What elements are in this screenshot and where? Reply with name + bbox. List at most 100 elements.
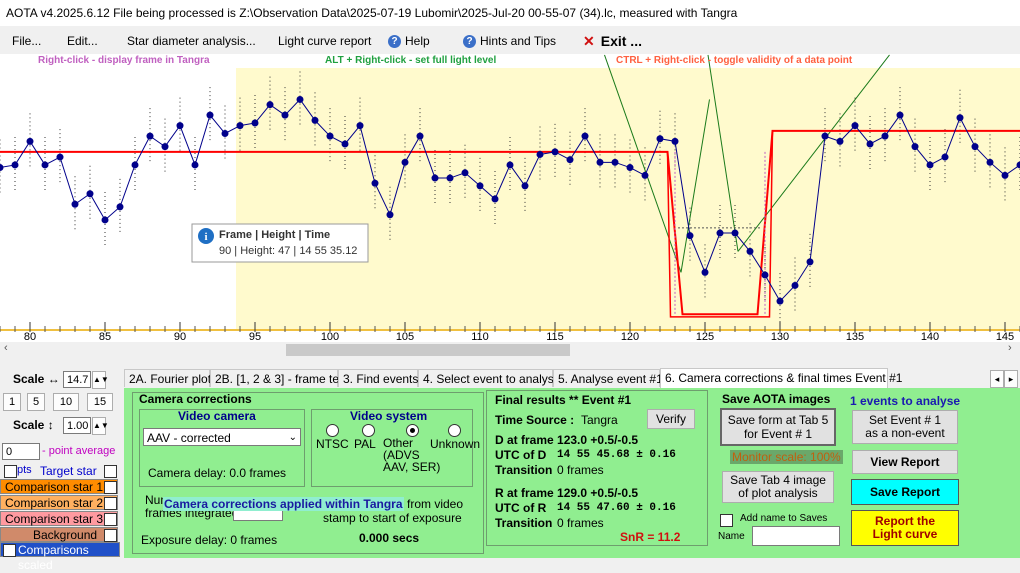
menu-exit[interactable]: ✕Exit ... [583,33,642,50]
target-star-checkbox[interactable] [104,465,117,478]
data-point [957,114,964,121]
verify-button[interactable]: Verify [647,409,695,429]
target-star-label: Target star [40,464,97,478]
report-light-curve-button[interactable]: Report the Light curve [851,510,959,546]
view-report-button[interactable]: View Report [852,450,958,474]
comparison-star-1-checkbox[interactable] [104,481,117,494]
tooltip-body: 90 | Height: 47 | 14 55 35.12 [219,245,357,257]
camera-select[interactable]: AAV - corrected ⌄ [143,428,301,446]
time-source-label: Time Source : [495,413,574,427]
data-point [477,182,484,189]
menu-star-diameter[interactable]: Star diameter analysis... [127,34,256,48]
x-tick-label: 80 [24,331,36,342]
tab-camera-corrections[interactable]: 6. Camera corrections & final times Even… [660,368,888,388]
scale-v-input[interactable]: 1.00 [63,417,91,434]
scale-h-spinner[interactable]: ▲▼ [92,371,106,389]
menu-bar: File... Edit... Star diameter analysis..… [0,30,1020,54]
scale-h-input[interactable]: 14.7 [63,371,91,388]
data-point [732,230,739,237]
data-point [702,269,709,276]
data-point [297,96,304,103]
info-icon-glyph: i [204,231,207,243]
comparison-star-3-checkbox[interactable] [104,513,117,526]
data-point [102,216,109,223]
save-report-button[interactable]: Save Report [851,479,959,505]
data-point [162,143,169,150]
scroll-thumb[interactable] [286,344,570,356]
data-point [852,122,859,129]
menu-hints-label: Hints and Tips [480,34,556,48]
set-non-event-button[interactable]: Set Event # 1 as a non-event [852,410,958,444]
tabs-scroll-left-icon[interactable]: ◂ [990,370,1004,388]
data-point [432,175,439,182]
comparison-star-2-row: Comparison star 2 [0,495,118,510]
add-name-label: Add name to Saves [740,513,827,524]
x-tick-label: 85 [99,331,111,342]
snr-value: SnR = 11.2 [620,530,680,544]
stamp-label: stamp to start of exposure [323,511,462,525]
save-tab4-button[interactable]: Save Tab 4 image of plot analysis [722,471,834,503]
menu-edit[interactable]: Edit... [67,34,98,48]
tab-analyse-event[interactable]: 5. Analyse event #1 [553,369,660,387]
ntsc-label: NTSC [316,437,349,451]
scale-v-label: Scale ↕ [13,418,54,432]
unknown-radio[interactable] [448,424,461,437]
point-average-select[interactable]: 0 [2,443,40,460]
hint-right-click: Right-click - display frame in Tangra [38,55,210,66]
tab-frame-test[interactable]: 2B. [1, 2 & 3] - frame test [210,369,338,387]
save-form-button[interactable]: Save form at Tab 5 for Event # 1 [720,408,836,446]
menu-hints[interactable]: ? Hints and Tips [463,34,556,48]
x-tick-label: 95 [249,331,261,342]
camera-delay-text: Camera delay: 0.0 frames [148,466,286,480]
data-point [327,133,334,140]
menu-help[interactable]: ?Help [388,34,430,48]
scroll-left-icon[interactable]: ‹ [4,342,8,354]
add-name-checkbox[interactable] [720,514,733,527]
data-point [792,282,799,289]
x-tick-label: 135 [846,331,864,342]
scroll-right-icon[interactable]: › [1008,342,1012,354]
camera-delay: Camera delay: 0.0 frames [148,466,286,480]
scale-button-5[interactable]: 5 [27,393,45,411]
data-point [192,161,199,168]
hint-alt-right-click: ALT + Right-click - set full light level [325,55,496,66]
data-point [1002,172,1009,179]
comparison-star-2-checkbox[interactable] [104,497,117,510]
pts-checkbox[interactable] [4,465,17,478]
data-point [927,161,934,168]
scale-v-spinner[interactable]: ▲▼ [92,417,106,435]
tab-find-events[interactable]: 3. Find events [338,369,418,387]
ntsc-radio[interactable] [326,424,339,437]
background-checkbox[interactable] [104,529,117,542]
scale-button-1[interactable]: 1 [3,393,21,411]
menu-file[interactable]: File... [12,34,41,48]
data-point [867,140,874,147]
tabs-scroll-right-icon[interactable]: ▸ [1004,370,1018,388]
tangra-corrections-banner: Camera corrections applied within Tangra [163,497,404,511]
camera-corrections-group: Camera corrections Video camera AAV - co… [132,392,484,554]
hints-icon: ? [463,35,476,48]
analysis-region [236,68,1020,330]
x-tick-label: 120 [621,331,639,342]
name-input[interactable] [752,526,840,546]
data-point [12,161,19,168]
scale-button-15[interactable]: 15 [87,393,113,411]
scale-button-10[interactable]: 10 [53,393,79,411]
data-point [627,164,634,171]
utc-r-value: 14 55 47.60 ± 0.16 [557,502,676,514]
tab-fourier-plot[interactable]: 2A. Fourier plot [124,369,210,387]
x-tick-label: 145 [996,331,1014,342]
data-point [522,182,529,189]
menu-light-curve-report[interactable]: Light curve report [278,34,371,48]
data-point [447,175,454,182]
data-point [492,196,499,203]
comparisons-scaled-checkbox[interactable] [3,544,16,557]
pal-radio[interactable] [362,424,375,437]
data-point [717,230,724,237]
data-point [57,154,64,161]
plot-scrollbar[interactable]: ‹ › [0,342,1020,358]
data-point [282,112,289,119]
data-point [387,211,394,218]
tab-select-event[interactable]: 4. Select event to analyse [418,369,553,387]
